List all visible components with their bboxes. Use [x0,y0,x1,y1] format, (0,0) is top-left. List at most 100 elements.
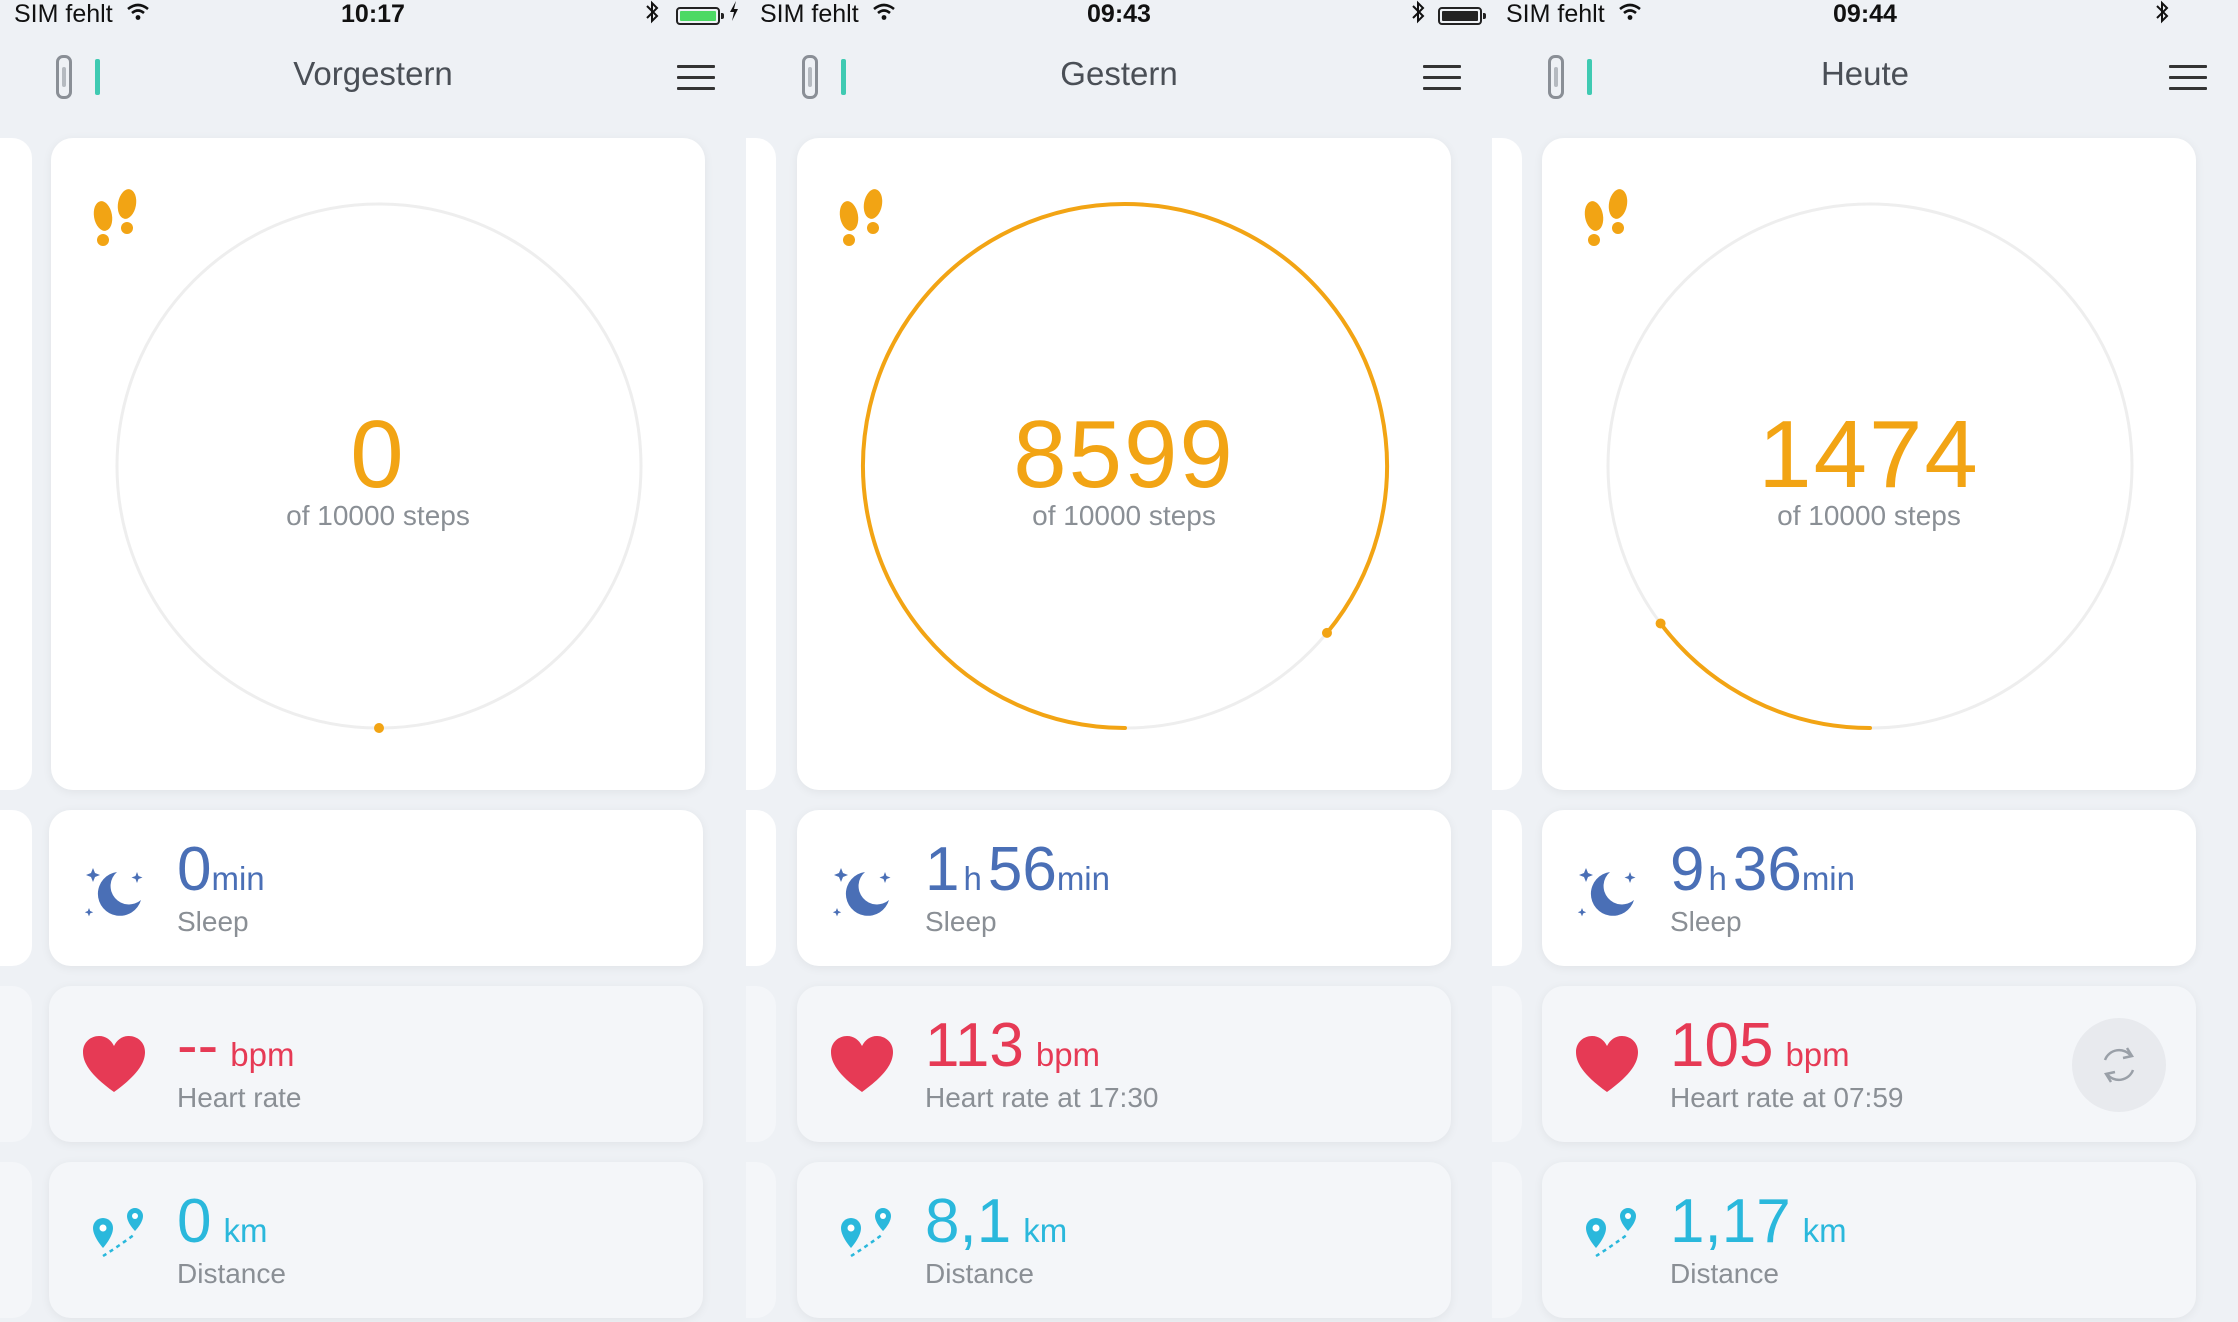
screen-vorgestern: SIM fehlt 10:17 Vorgestern [0,0,746,1322]
heart-rate-value: 113 bpm [925,1010,1100,1081]
distance-value: 0 km [177,1186,267,1257]
sleep-minutes-unit: min [1801,860,1855,897]
moon-stars-icon [832,868,891,917]
sleep-label: Sleep [925,906,997,937]
heart-rate-label: Heart rate at 17:30 [925,1082,1159,1113]
steps-progress-marker [1655,618,1666,629]
distance-card[interactable]: 8,1 km Distance [797,1162,1451,1318]
previous-card-edge [0,1162,32,1318]
device-connection-indicator [1587,59,1592,95]
heart-rate-label: Heart rate at 07:59 [1670,1082,1904,1113]
sleep-card[interactable]: 9 h36min Sleep [1542,810,2196,966]
distance-card[interactable]: 1,17 km Distance [1542,1162,2196,1318]
device-connection-indicator [841,59,846,95]
sleep-minutes: 56 [987,835,1057,904]
distance-unit: km [223,1212,268,1249]
app-header: Vorgestern [0,45,746,115]
carrier-label: SIM fehlt [14,0,113,28]
app-header: Gestern [746,45,1492,115]
distance-value: 1,17 km [1670,1186,1847,1257]
wifi-icon [1618,2,1642,28]
heart-rate-value: -- bpm [177,1010,295,1081]
status-time: 09:43 [1087,0,1151,28]
previous-card-edge [1492,138,1522,790]
steps-goal-label: of 10000 steps [1032,500,1216,531]
previous-card-edge [746,1162,776,1318]
app-header: Heute [1492,45,2238,115]
wifi-icon [872,2,896,28]
steps-card[interactable]: 8599 of 10000 steps [797,138,1451,790]
bluetooth-icon [644,0,660,31]
status-bar: SIM fehlt 09:44 [1492,0,2238,34]
sleep-value: 9 h36min [1670,834,1855,905]
previous-card-edge [1492,986,1522,1142]
sleep-hours-unit: h [963,860,982,897]
previous-card-edge [0,810,32,966]
refresh-icon [2103,1047,2135,1083]
sleep-minutes: 0 [177,835,212,904]
previous-card-edge [1492,1162,1522,1318]
carrier-label: SIM fehlt [1506,0,1605,28]
sleep-label: Sleep [177,906,249,937]
sleep-minutes: 36 [1732,835,1802,904]
heart-rate-label: Heart rate [177,1082,302,1113]
charging-icon [728,0,740,28]
map-pins-route-icon [841,1208,891,1258]
steps-count: 8599 [1013,401,1235,508]
screen-heute: SIM fehlt 09:44 Heute 1474 [1492,0,2238,1322]
heart-rate-number: 105 [1670,1011,1774,1080]
steps-count: 0 [350,401,406,508]
heart-rate-card[interactable]: -- bpm Heart rate [49,986,703,1142]
steps-progress-ring [861,202,1389,730]
bluetooth-icon [1410,0,1426,31]
page-title: Heute [1820,55,1910,92]
distance-number: 0 [177,1187,212,1256]
hamburger-menu-icon[interactable] [1423,65,1461,91]
previous-card-edge [0,986,32,1142]
steps-count: 1474 [1758,401,1980,508]
fitness-band-icon[interactable] [1548,55,1564,99]
distance-label: Distance [1670,1258,1779,1289]
distance-value: 8,1 km [925,1186,1067,1257]
map-pins-route-icon [1586,1208,1636,1258]
distance-card[interactable]: 0 km Distance [49,1162,703,1318]
distance-number: 8,1 [925,1187,1012,1256]
hamburger-menu-icon[interactable] [2169,65,2207,91]
refresh-button[interactable] [2072,1018,2166,1112]
heart-rate-card[interactable]: 105 bpm Heart rate at 07:59 [1542,986,2196,1142]
steps-progress-arc [861,202,1389,730]
battery-icon [1438,7,1486,25]
wifi-icon [126,2,150,28]
steps-card[interactable]: 0 of 10000 steps [51,138,705,790]
screen-gestern: SIM fehlt 09:43 Gestern [746,0,1492,1322]
sleep-hours: 9 [1670,835,1705,904]
heart-rate-unit: bpm [1035,1036,1101,1073]
hamburger-menu-icon[interactable] [677,65,715,91]
sleep-label: Sleep [1670,906,1742,937]
sleep-value: 0min [177,834,265,905]
moon-stars-icon [1577,868,1636,917]
steps-progress-ring [115,202,643,733]
heart-rate-number: -- [177,1011,219,1080]
fitness-band-icon[interactable] [802,55,818,99]
previous-card-edge [1492,810,1522,966]
map-pins-route-icon [93,1208,143,1258]
heart-icon [1576,1036,1638,1092]
sleep-minutes-unit: min [1056,860,1110,897]
steps-card[interactable]: 1474 of 10000 steps [1542,138,2196,790]
heart-rate-card[interactable]: 113 bpm Heart rate at 17:30 [797,986,1451,1142]
page-title: Vorgestern [293,55,453,92]
steps-goal-label: of 10000 steps [286,500,470,531]
status-time: 10:17 [341,0,405,28]
distance-number: 1,17 [1670,1187,1791,1256]
heart-rate-unit: bpm [1785,1036,1850,1073]
sleep-card[interactable]: 1 h56min Sleep [797,810,1451,966]
distance-unit: km [1023,1212,1068,1249]
steps-goal-label: of 10000 steps [1777,500,1961,531]
steps-progress-arc [1658,621,1872,730]
sleep-minutes-unit: min [211,860,265,897]
bluetooth-icon [2154,0,2170,31]
fitness-band-icon[interactable] [56,55,72,99]
heart-icon [831,1036,893,1092]
sleep-card[interactable]: 0min Sleep [49,810,703,966]
